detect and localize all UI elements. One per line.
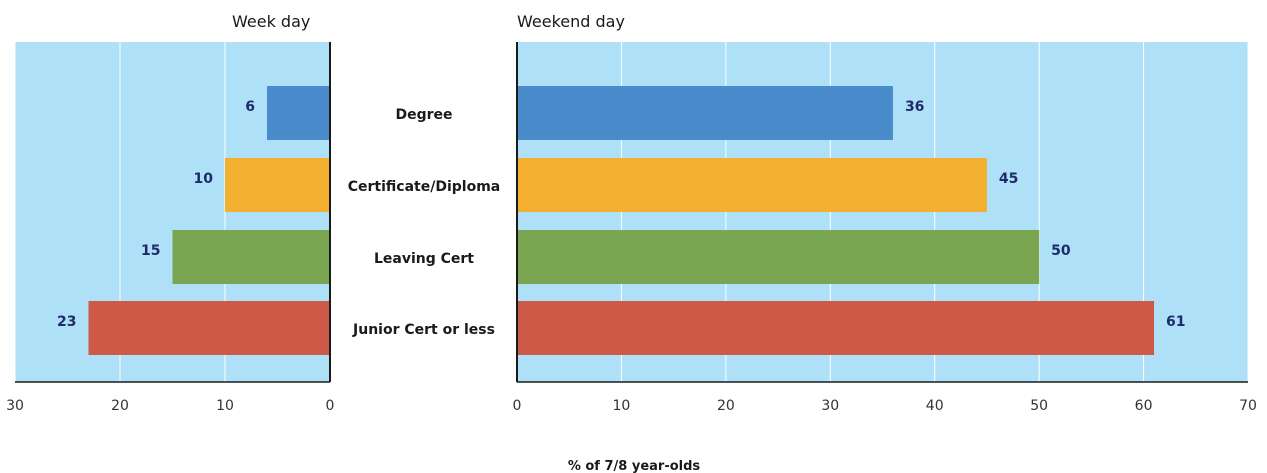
weekend-tick-label: 60	[1135, 398, 1153, 414]
weekend-tick-label: 20	[717, 398, 735, 414]
weekend-bar	[517, 86, 893, 140]
weekend-tick-label: 10	[613, 398, 631, 414]
weekend-value-label: 61	[1166, 314, 1185, 330]
weekday-bar	[225, 158, 330, 212]
weekend-tick-label: 30	[821, 398, 839, 414]
weekend-value-label: 36	[905, 99, 924, 115]
weekend-tick-label: 70	[1239, 398, 1257, 414]
weekend-tick-label: 0	[513, 398, 522, 414]
weekday-value-label: 15	[141, 243, 160, 259]
weekend-bar	[517, 301, 1155, 355]
weekday-tick-label: 30	[6, 398, 24, 414]
weekday-value-label: 6	[245, 99, 255, 115]
weekday-panel: 6 10 15 23 30 20 10 0	[6, 42, 334, 414]
weekend-value-label: 45	[999, 171, 1018, 187]
category-label: Certificate/Diploma	[348, 179, 500, 195]
weekend-value-label: 50	[1051, 243, 1071, 259]
category-label: Junior Cert or less	[352, 322, 495, 338]
weekday-tick-label: 0	[326, 398, 335, 414]
weekday-tick-label: 10	[216, 398, 234, 414]
category-labels: Degree Certificate/Diploma Leaving Cert Jun…	[348, 107, 500, 338]
x-axis-title: % of 7/8 year-olds	[568, 459, 701, 473]
weekday-panel-title: Week day	[232, 12, 310, 31]
weekend-panel: 36 45 50 61 0 10 20 30 40 50 60 70	[513, 42, 1257, 414]
weekend-bar	[517, 230, 1040, 284]
weekday-tick-label: 20	[111, 398, 129, 414]
weekday-value-label: 10	[194, 171, 214, 187]
weekend-tick-label: 40	[926, 398, 944, 414]
weekday-bar	[172, 230, 330, 284]
weekend-bar	[517, 158, 987, 212]
weekday-bar	[267, 86, 330, 140]
category-label: Leaving Cert	[374, 251, 474, 267]
weekday-value-label: 23	[57, 314, 76, 330]
category-label: Degree	[395, 107, 452, 123]
weekend-tick-label: 50	[1030, 398, 1048, 414]
weekend-panel-title: Weekend day	[517, 12, 625, 31]
weekday-bar	[88, 301, 330, 355]
